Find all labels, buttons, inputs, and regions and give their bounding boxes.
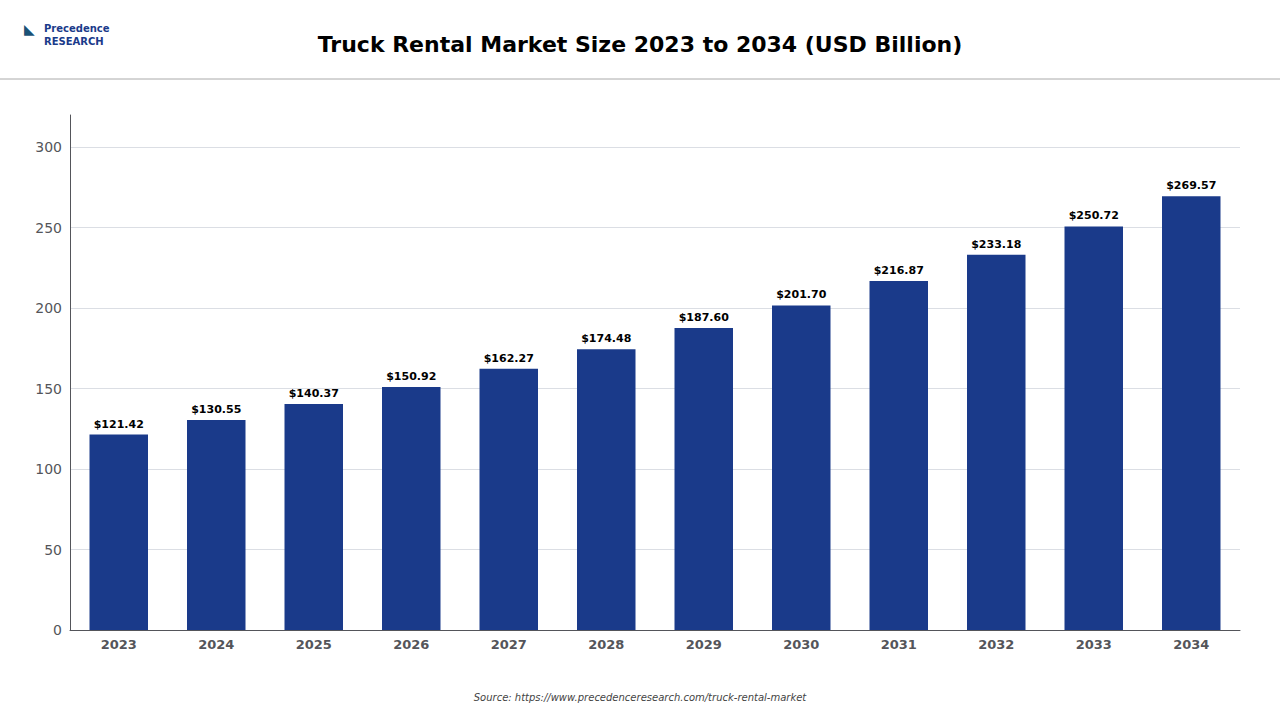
svg-text:$250.72: $250.72 bbox=[1069, 209, 1119, 222]
svg-text:200: 200 bbox=[35, 300, 62, 316]
svg-text:2023: 2023 bbox=[101, 637, 137, 652]
svg-text:100: 100 bbox=[35, 461, 62, 477]
svg-text:2032: 2032 bbox=[978, 637, 1014, 652]
svg-text:$174.48: $174.48 bbox=[581, 332, 631, 345]
svg-text:$187.60: $187.60 bbox=[679, 311, 729, 324]
svg-text:$216.87: $216.87 bbox=[874, 264, 924, 277]
svg-text:$130.55: $130.55 bbox=[191, 403, 241, 416]
svg-text:2029: 2029 bbox=[686, 637, 722, 652]
svg-text:2024: 2024 bbox=[198, 637, 234, 652]
svg-text:$233.18: $233.18 bbox=[971, 238, 1021, 251]
svg-text:◣: ◣ bbox=[24, 21, 35, 37]
svg-text:2034: 2034 bbox=[1173, 637, 1209, 652]
svg-text:$201.70: $201.70 bbox=[776, 288, 826, 301]
svg-text:2027: 2027 bbox=[491, 637, 527, 652]
svg-text:2025: 2025 bbox=[296, 637, 332, 652]
svg-text:$150.92: $150.92 bbox=[386, 370, 436, 383]
svg-text:2031: 2031 bbox=[881, 637, 917, 652]
svg-text:2028: 2028 bbox=[588, 637, 624, 652]
svg-text:Source: https://www.precedence: Source: https://www.precedenceresearch.c… bbox=[474, 692, 808, 703]
svg-text:$121.42: $121.42 bbox=[94, 418, 144, 431]
svg-text:300: 300 bbox=[35, 139, 62, 155]
svg-text:2026: 2026 bbox=[393, 637, 429, 652]
svg-text:250: 250 bbox=[35, 220, 62, 236]
svg-text:$162.27: $162.27 bbox=[484, 352, 534, 365]
svg-text:Precedence: Precedence bbox=[44, 23, 110, 34]
svg-text:$140.37: $140.37 bbox=[289, 387, 339, 400]
svg-text:2030: 2030 bbox=[783, 637, 819, 652]
svg-text:RESEARCH: RESEARCH bbox=[44, 36, 104, 47]
svg-text:2033: 2033 bbox=[1076, 637, 1112, 652]
svg-text:$269.57: $269.57 bbox=[1166, 179, 1216, 192]
svg-text:150: 150 bbox=[35, 381, 62, 397]
svg-text:50: 50 bbox=[44, 542, 62, 558]
svg-text:Truck Rental Market Size 2023: Truck Rental Market Size 2023 to 2034 (U… bbox=[318, 32, 963, 57]
svg-text:0: 0 bbox=[53, 622, 62, 638]
